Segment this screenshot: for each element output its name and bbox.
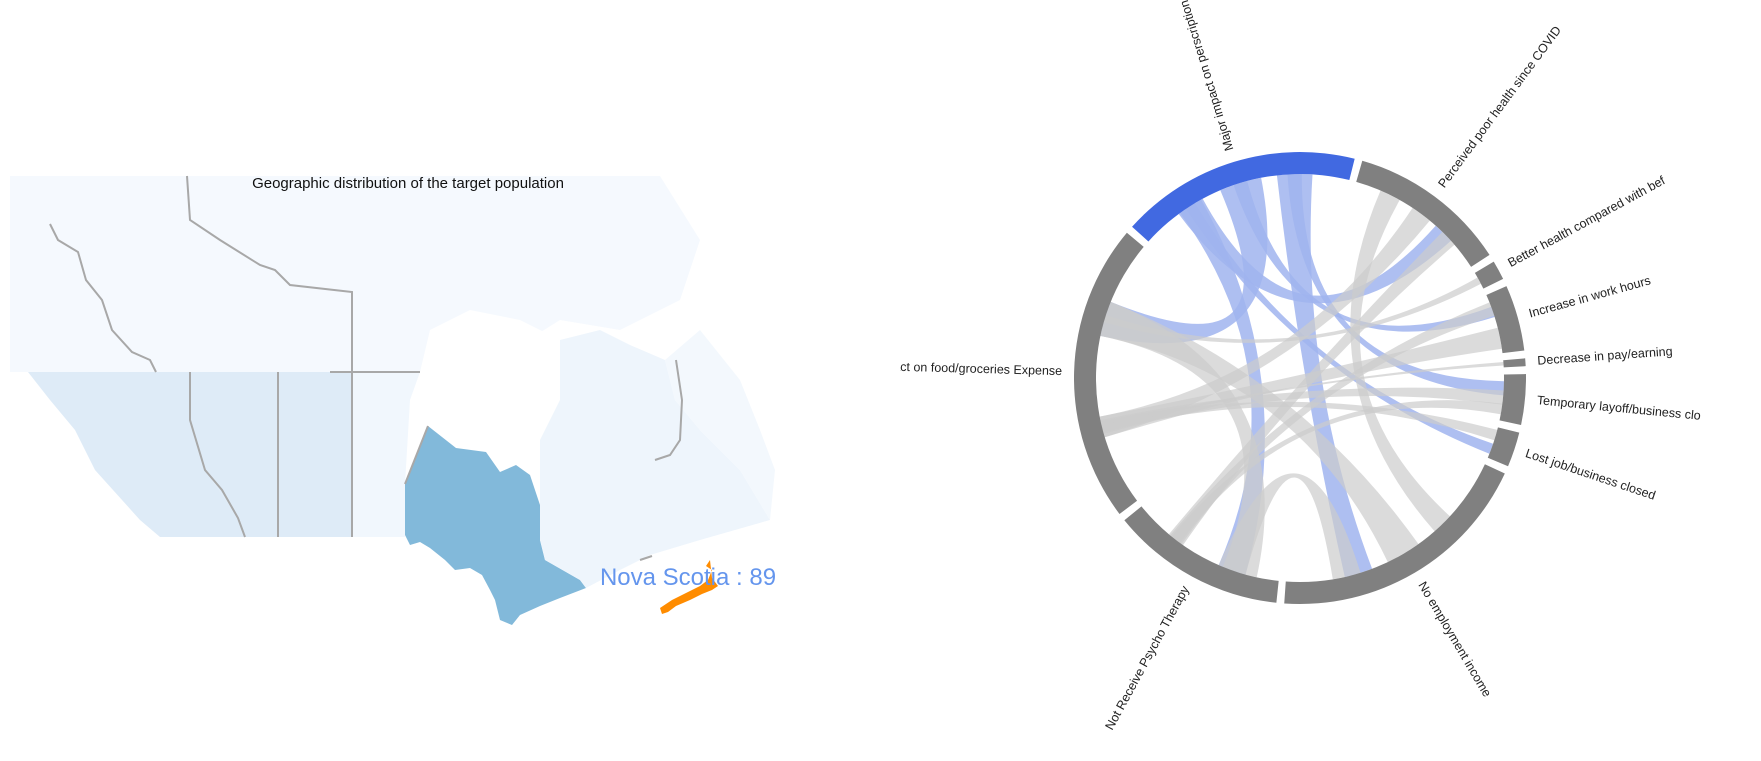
region-british-columbia[interactable] [28,372,245,537]
chord-group-arc[interactable] [1474,261,1504,289]
chord-group-label: Decrease in pay/earning [1537,344,1673,367]
chord-chart-panel: Major impact on perscription medication … [900,0,1761,756]
chord-ribbon[interactable] [1276,174,1373,578]
chord-group-label: Better health compared with bef [1506,173,1668,270]
chord-group-arc[interactable] [1074,232,1144,515]
chord-ribbon[interactable] [1100,401,1498,441]
region-northwest-territories[interactable] [190,176,350,372]
chord-group-label: Not Receive Psycho Therapy [1102,583,1192,732]
chord-group-arc[interactable] [1487,427,1520,467]
chord-group-label: Major impact on perscription medication … [1144,0,1237,153]
chord-ribbon[interactable] [1100,301,1265,578]
hover-label: Nova Scotia : 89 [600,564,776,591]
chord-group-arc[interactable] [1356,160,1490,267]
chord-group-arc[interactable] [1503,358,1526,368]
chord-group-label: Lost job/business closed [1524,446,1658,503]
region-manitoba[interactable] [352,372,420,537]
chord-group-arc[interactable] [1486,286,1525,354]
chord-group-label: Perceived poor health since COVID [1435,23,1564,190]
map-title: Geographic distribution of the target po… [252,175,564,192]
chord-ribbon[interactable] [1171,400,1503,543]
chord-chart: Major impact on perscription medication … [900,0,1701,732]
chord-ribbon[interactable] [1218,473,1361,580]
canada-map-panel: Geographic distribution of the target po… [10,175,777,625]
chord-ribbons [1099,173,1504,580]
chord-ribbon[interactable] [1170,302,1495,545]
chord-group-label: Increase in work hours [1527,273,1652,320]
region-yukon[interactable] [10,176,190,372]
region-newfoundland-labrador[interactable] [665,330,775,520]
chord-group-arc[interactable] [1124,506,1279,603]
chord-group-arc[interactable] [1132,152,1355,242]
hudson-bay [420,310,560,440]
region-nova-scotia[interactable] [660,560,718,614]
map-borders [49,175,684,561]
region-saskatchewan[interactable] [278,372,352,537]
chord-group-arc[interactable] [1499,374,1526,425]
chord-group-arc[interactable] [1284,464,1505,604]
chord-ribbon[interactable] [1350,190,1450,532]
chord-group-label: Major impact on food/groceries Expense [900,358,1062,378]
chord-group-label: Temporary layoff/business clo [1536,393,1701,423]
region-alberta[interactable] [190,372,278,537]
chord-group-label: No employment income [1415,579,1494,699]
canada-map: Geographic distribution of the target po… [10,175,777,625]
region-nunavut[interactable] [350,176,700,372]
chord-ribbon[interactable] [1180,199,1265,575]
region-ontario[interactable] [405,426,586,625]
